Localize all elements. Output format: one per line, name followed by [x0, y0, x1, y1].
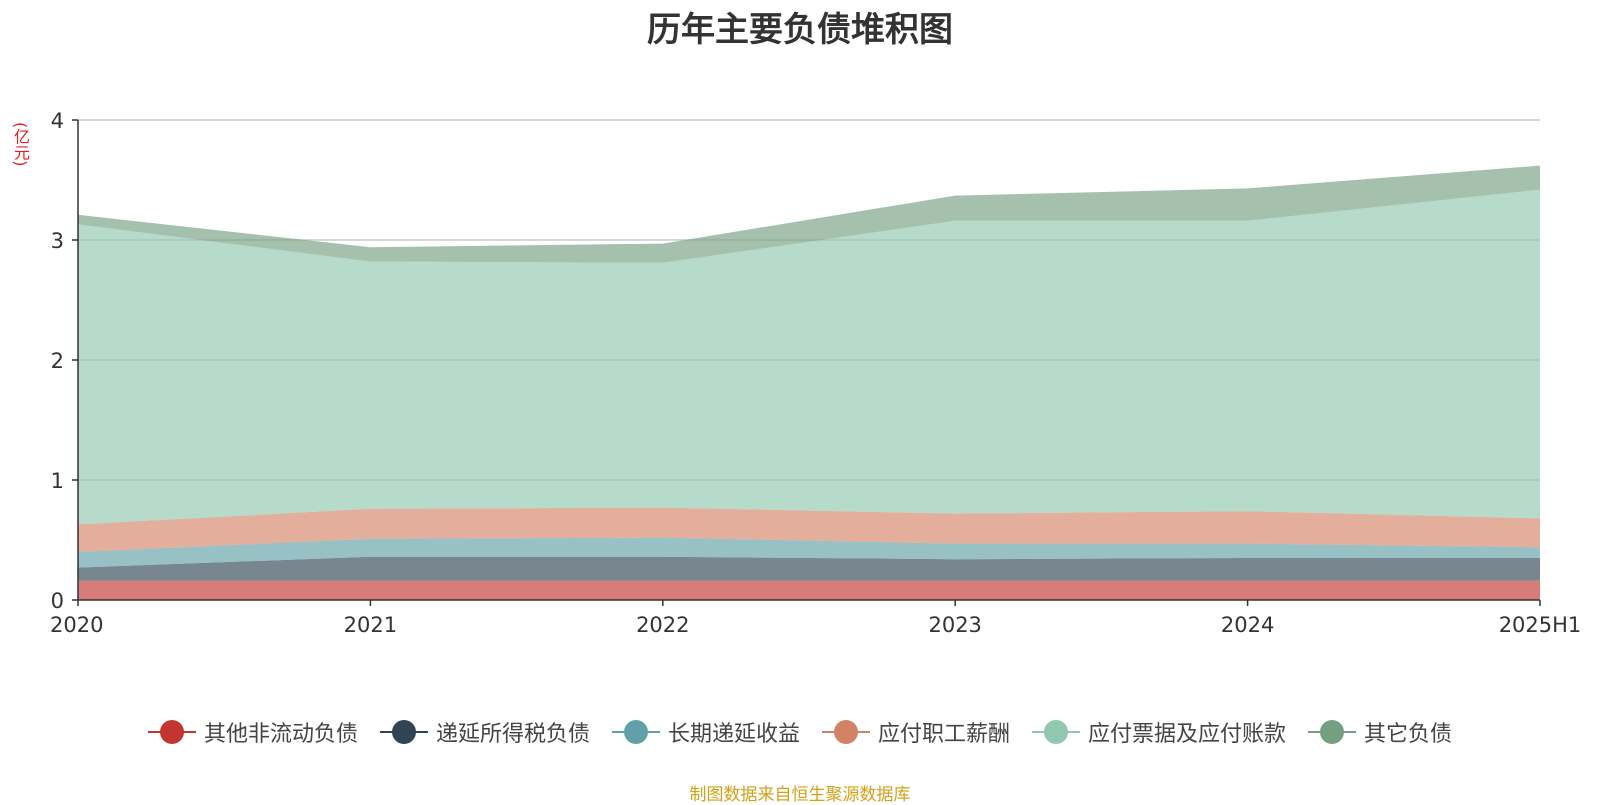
area-series-5	[78, 165, 1540, 263]
x-tick-label: 2020	[50, 613, 103, 637]
area-series-4	[78, 189, 1540, 525]
legend-label: 长期递延收益	[667, 722, 800, 747]
y-tick-label: 2	[51, 349, 64, 373]
area-series-2	[78, 537, 1540, 568]
legend-item[interactable]: 应付票据及应付账款	[1032, 716, 1286, 748]
x-tick-label: 2022	[636, 613, 689, 637]
legend-marker-icon	[379, 720, 428, 744]
legend-label: 递延所得税负债	[435, 722, 590, 747]
legend-item[interactable]: 应付职工薪酬	[822, 716, 1010, 748]
x-tick-label: 2023	[928, 613, 981, 637]
legend: 其他非流动负债 递延所得税负债 长期递延收益 应付职工薪酬 应付票据及应付账款 其它负债	[0, 716, 1600, 748]
chart-title: 历年主要负债堆积图	[647, 10, 953, 50]
legend-marker-icon	[611, 720, 660, 744]
y-tick-label: 3	[51, 229, 64, 253]
y-tick-label: 4	[51, 109, 64, 133]
x-tick-label: 2025H1	[1499, 613, 1582, 637]
y-axis-ticks: 0 1 2 3 4	[51, 109, 78, 613]
area-series-0	[78, 580, 1540, 600]
x-tick-label: 2024	[1221, 613, 1274, 637]
source-note: 制图数据来自恒生聚源数据库	[689, 785, 911, 805]
legend-label: 应付票据及应付账款	[1088, 722, 1287, 747]
legend-marker-icon	[1032, 720, 1081, 744]
area-series-3	[78, 507, 1540, 552]
y-tick-label: 1	[51, 469, 64, 493]
legend-item[interactable]: 递延所得税负债	[379, 716, 590, 748]
legend-item[interactable]: 其它负债	[1308, 716, 1452, 748]
legend-label: 应付职工薪酬	[878, 722, 1011, 747]
y-tick-label: 0	[51, 589, 64, 613]
x-axis-ticks: 2020 2021 2022 2023 2024 2025H1	[50, 600, 1581, 637]
area-series-group	[78, 165, 1540, 600]
legend-item[interactable]: 长期递延收益	[611, 716, 800, 748]
legend-item[interactable]: 其他非流动负债	[147, 716, 358, 748]
x-tick-label: 2021	[344, 613, 397, 637]
legend-label: 其它负债	[1364, 722, 1453, 747]
legend-label: 其他非流动负债	[203, 722, 358, 747]
area-series-1	[78, 556, 1540, 581]
legend-marker-icon	[822, 720, 870, 744]
legend-marker-icon	[147, 720, 196, 744]
y-axis-unit-label: (亿元)	[11, 122, 30, 167]
stacked-area-chart: 0 1 2 3 4 2020 2021 2022 2023 2024 2025H1	[50, 109, 1581, 637]
legend-marker-icon	[1308, 720, 1357, 744]
